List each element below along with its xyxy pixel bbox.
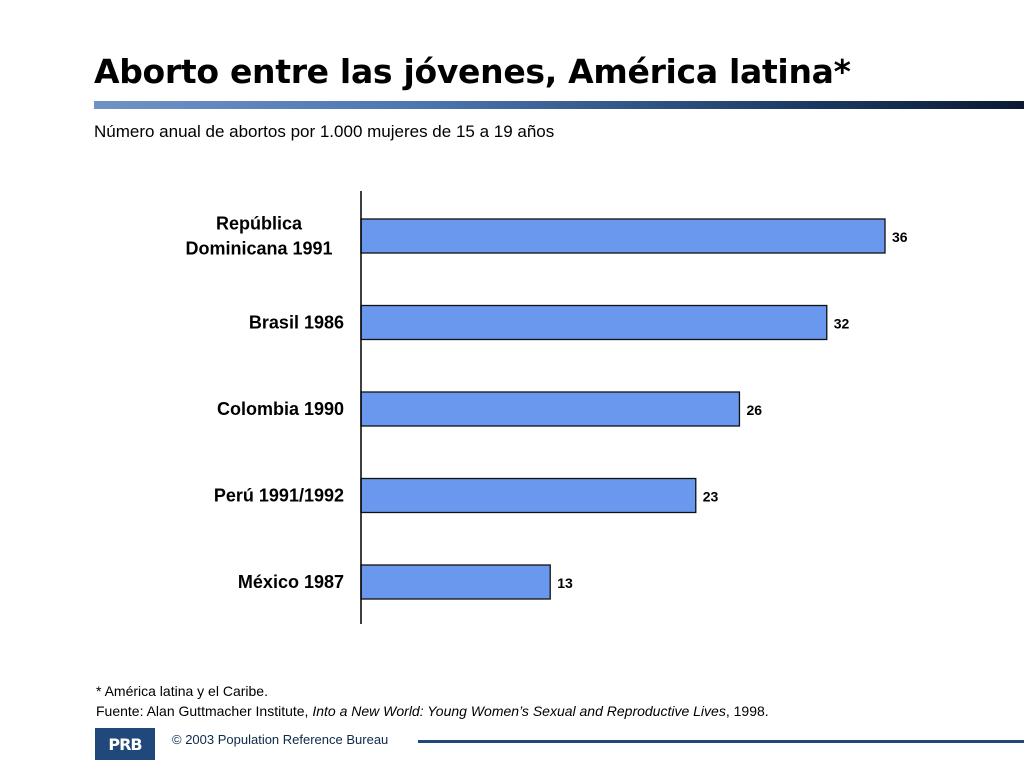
bar: [360, 564, 551, 600]
footnote-source: Fuente: Alan Guttmacher Institute, Into …: [96, 701, 769, 721]
category-label: República: [216, 214, 303, 234]
bar: [360, 218, 886, 254]
value-label: 23: [703, 489, 719, 505]
value-label: 26: [746, 402, 762, 418]
footnote: * América latina y el Caribe. Fuente: Al…: [96, 681, 769, 721]
source-prefix: Fuente: Alan Guttmacher Institute,: [96, 703, 313, 719]
bar: [360, 304, 828, 341]
bar: [360, 477, 697, 514]
source-suffix: , 1998.: [725, 703, 769, 719]
category-label: Colombia 1990: [217, 399, 344, 419]
category-label: Dominicana 1991: [185, 239, 332, 259]
chart-subtitle: Número anual de abortos por 1.000 mujere…: [94, 122, 555, 141]
prb-logo: PRB: [95, 728, 155, 760]
value-label: 13: [557, 575, 573, 591]
footnote-note: * América latina y el Caribe.: [96, 683, 268, 699]
footer-rule: [418, 740, 1024, 743]
category-label: Brasil 1986: [249, 313, 344, 333]
category-label: México 1987: [238, 572, 344, 592]
bar: [360, 391, 741, 427]
title-rule: [94, 101, 1024, 109]
category-label: Perú 1991/1992: [214, 486, 344, 506]
copyright-text: © 2003 Population Reference Bureau: [172, 732, 389, 747]
value-label: 32: [834, 316, 850, 332]
value-label: 36: [892, 229, 908, 245]
source-title: Into a New World: Young Women’s Sexual a…: [312, 703, 726, 719]
page-title: Aborto entre las jóvenes, América latina…: [94, 52, 851, 91]
